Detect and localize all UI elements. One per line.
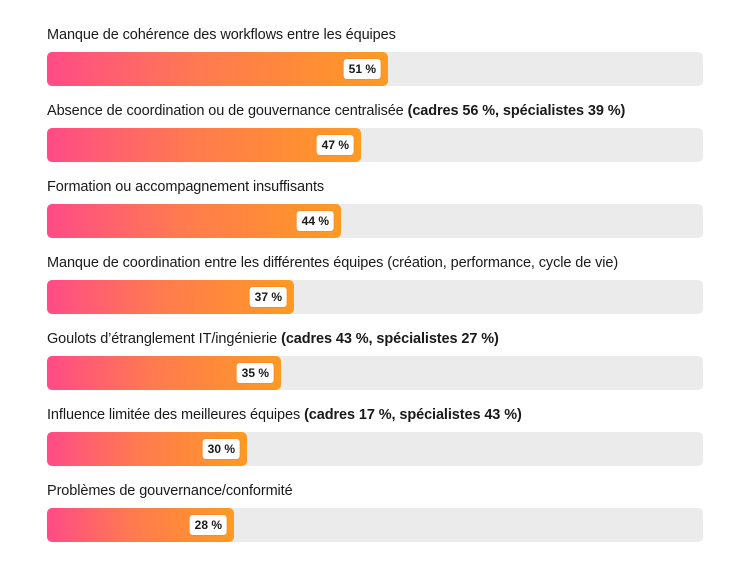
bar-row: Formation ou accompagnement insuffisants… bbox=[47, 178, 703, 246]
category-text: Absence de coordination ou de gouvernanc… bbox=[47, 103, 404, 119]
category-label: Absence de coordination ou de gouvernanc… bbox=[47, 102, 625, 120]
bar bbox=[47, 52, 388, 86]
category-label: Manque de coordination entre les différe… bbox=[47, 254, 618, 272]
bar-row: Manque de coordination entre les différe… bbox=[47, 254, 703, 322]
value-label: 51 % bbox=[343, 59, 381, 79]
value-label: 30 % bbox=[202, 439, 240, 459]
category-text: Formation ou accompagnement insuffisants bbox=[47, 179, 325, 195]
category-label: Manque de cohérence des workflows entre … bbox=[47, 26, 396, 44]
category-label: Goulots d’étranglement IT/ingénierie (ca… bbox=[47, 330, 499, 348]
bar-track: 28 % bbox=[47, 508, 703, 542]
bar-track: 37 % bbox=[47, 280, 703, 314]
bar-row: Absence de coordination ou de gouvernanc… bbox=[47, 102, 703, 170]
category-label: Influence limitée des meilleures équipes… bbox=[47, 406, 522, 424]
value-label: 28 % bbox=[189, 515, 227, 535]
value-label: 37 % bbox=[249, 287, 287, 307]
bar-row: Problèmes de gouvernance/conformité 28 % bbox=[47, 482, 703, 550]
category-note: (cadres 43 %, spécialistes 27 %) bbox=[281, 331, 499, 347]
category-text: Manque de coordination entre les différe… bbox=[47, 255, 619, 271]
bar-row: Influence limitée des meilleures équipes… bbox=[47, 406, 703, 474]
category-text: Problèmes de gouvernance/conformité bbox=[47, 483, 293, 499]
category-text: Manque de cohérence des workflows entre … bbox=[47, 27, 396, 43]
bar-track: 44 % bbox=[47, 204, 703, 238]
category-note: (cadres 17 %, spécialistes 43 %) bbox=[304, 407, 522, 423]
bar bbox=[47, 204, 341, 238]
bar bbox=[47, 128, 361, 162]
value-label: 44 % bbox=[296, 211, 334, 231]
value-label: 47 % bbox=[316, 135, 354, 155]
category-text: Goulots d’étranglement IT/ingénierie bbox=[47, 331, 278, 347]
category-text: Influence limitée des meilleures équipes bbox=[47, 407, 301, 423]
bar-row: Goulots d’étranglement IT/ingénierie (ca… bbox=[47, 330, 703, 398]
category-note: (cadres 56 %, spécialistes 39 %) bbox=[407, 103, 626, 119]
bar-track: 47 % bbox=[47, 128, 703, 162]
bar-track: 30 % bbox=[47, 432, 703, 466]
bar-row: Manque de cohérence des workflows entre … bbox=[47, 26, 703, 94]
value-label: 35 % bbox=[236, 363, 274, 383]
bar-track: 35 % bbox=[47, 356, 703, 390]
bar-chart: Manque de cohérence des workflows entre … bbox=[47, 0, 703, 563]
bar-track: 51 % bbox=[47, 52, 703, 86]
category-label: Problèmes de gouvernance/conformité bbox=[47, 482, 293, 500]
category-label: Formation ou accompagnement insuffisants bbox=[47, 178, 324, 196]
